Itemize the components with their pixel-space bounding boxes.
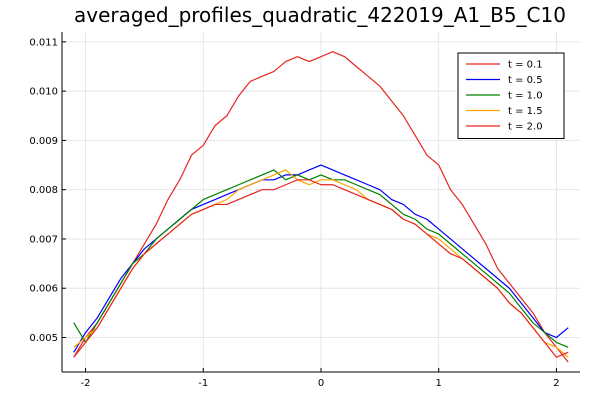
y-tick-label: 0.010 <box>29 87 58 98</box>
y-tick-label: 0.011 <box>29 37 58 48</box>
x-tick-label: 1 <box>436 378 442 389</box>
x-tick-label: 2 <box>553 378 559 389</box>
legend-box <box>457 52 565 139</box>
legend-label-2: t = 0.5 <box>508 75 543 86</box>
legend-label-4: t = 1.5 <box>508 106 543 117</box>
tick-labels: -2 -1 0 1 2 0.005 0.006 0.007 0.008 0.009 0.010 0.0… <box>29 37 559 389</box>
x-tick-label: -1 <box>198 378 208 389</box>
series-lines <box>73 51 569 363</box>
legend: t = 0.1 t = 0.5 t = 1.0 t = 1.5 t = 2.0 <box>457 52 565 139</box>
y-tick-label: 0.009 <box>29 136 58 147</box>
grid <box>62 32 580 372</box>
legend-label-3: t = 1.0 <box>508 91 543 102</box>
x-tick-label: -2 <box>81 378 91 389</box>
y-tick-label: 0.006 <box>29 284 58 295</box>
series-line-3 <box>73 169 569 348</box>
y-tick-label: 0.007 <box>29 234 58 245</box>
legend-label-5: t = 2.0 <box>508 122 543 133</box>
x-tick-label: 0 <box>318 378 324 389</box>
y-tick-label: 0.005 <box>29 333 58 344</box>
chart-title: averaged_profiles_quadratic_422019_A1_B5… <box>74 3 566 27</box>
series-line-1 <box>73 51 569 363</box>
series-line-5 <box>73 179 569 358</box>
legend-label-1: t = 0.1 <box>508 60 543 71</box>
y-tick-label: 0.008 <box>29 185 58 196</box>
